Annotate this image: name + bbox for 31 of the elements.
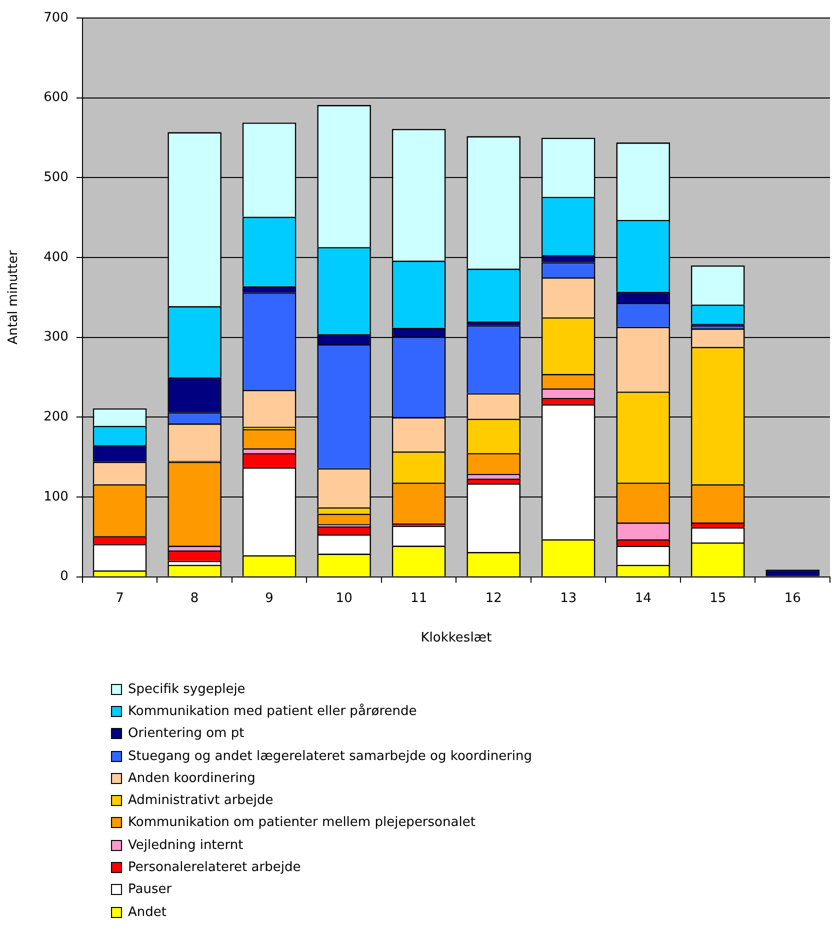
x-tick-label: 13 xyxy=(560,590,577,606)
legend-label: Anden koordinering xyxy=(128,770,256,786)
x-tick-label: 7 xyxy=(116,590,124,606)
x-tick-label: 10 xyxy=(336,590,352,606)
x-tick-label: 12 xyxy=(485,590,502,606)
x-tick-label: 8 xyxy=(190,590,199,606)
legend-label: Specifik sygepleje xyxy=(128,682,246,697)
x-tick-label: 9 xyxy=(265,590,274,606)
y-tick-label: 600 xyxy=(44,90,68,106)
legend-label: Orientering om pt xyxy=(128,726,244,742)
legend-label: Stuegang og andet lægerelateret samarbejde og koordinering xyxy=(128,748,532,764)
y-tick-label: 200 xyxy=(44,410,68,425)
legend-label: Administrativt arbejde xyxy=(128,793,274,808)
x-tick-label: 11 xyxy=(410,590,428,606)
y-tick-label: 0 xyxy=(60,569,68,584)
y-tick-label: 700 xyxy=(44,10,68,26)
legend-label: Kommunikation om patienter mellem plejepersonalet xyxy=(128,815,476,830)
y-tick-label: 400 xyxy=(44,250,68,265)
x-tick-label: 14 xyxy=(634,590,652,606)
x-tick-label: 16 xyxy=(784,590,801,606)
legend-label: Kommunikation med patient eller pårørende xyxy=(128,704,417,719)
legend-label: Pauser xyxy=(128,882,172,898)
y-tick-label: 100 xyxy=(44,489,68,504)
x-axis-title: Klokkeslæt xyxy=(420,630,492,646)
y-tick-label: 300 xyxy=(44,330,68,345)
x-tick-label: 15 xyxy=(710,590,726,606)
legend-label: Vejledning internt xyxy=(128,838,244,853)
legend-label: Andet xyxy=(128,904,166,920)
y-tick-label: 500 xyxy=(44,170,68,186)
legend-label: Personalerelateret arbejde xyxy=(128,860,301,876)
y-axis-title: Antal minutter xyxy=(6,250,22,345)
